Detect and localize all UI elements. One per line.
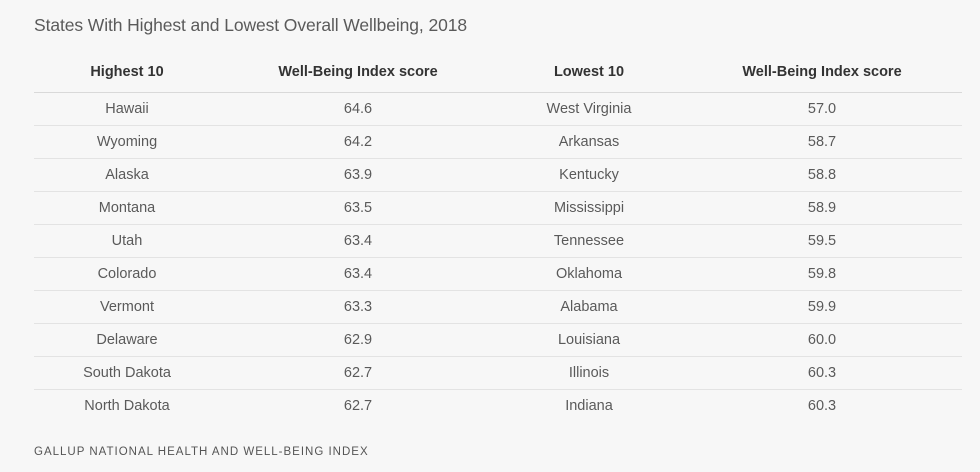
- score-cell: 63.3: [220, 290, 496, 324]
- column-header: Lowest 10: [496, 52, 682, 93]
- table-row: Wyoming 64.2 Arkansas 58.7: [34, 125, 962, 159]
- table-row: Colorado 63.4 Oklahoma 59.8: [34, 257, 962, 291]
- score-cell: 62.9: [220, 323, 496, 357]
- score-cell: 63.5: [220, 191, 496, 225]
- state-cell: Indiana: [565, 398, 613, 414]
- state-cell: Arkansas: [496, 125, 682, 159]
- state-cell: South Dakota: [34, 356, 220, 390]
- table-row: Utah 63.4 Tennessee 59.5: [34, 224, 962, 258]
- table-row: Alaska 63.9 Kentucky 58.8: [34, 158, 962, 192]
- state-cell: Alaska: [34, 158, 220, 192]
- score-cell: 60.0: [682, 323, 962, 357]
- table-row: Delaware 62.9 Louisiana 60.0: [34, 323, 962, 357]
- state-cell: North Dakota: [84, 398, 170, 414]
- state-cell: Montana: [34, 191, 220, 225]
- column-header: Well-Being Index score: [682, 52, 962, 93]
- chart-title: States With Highest and Lowest Overall W…: [34, 15, 467, 35]
- table-row: South Dakota 62.7 Illinois 60.3: [34, 356, 962, 390]
- score-cell: 60.3: [682, 356, 962, 390]
- score-cell: 62.7: [343, 398, 373, 414]
- score-cell: 58.8: [682, 158, 962, 192]
- table-body: Hawaii 64.6 West Virginia 57.0 Wyoming 64.2 Ar…: [34, 92, 962, 423]
- state-cell: Oklahoma: [496, 257, 682, 291]
- state-cell: Mississippi: [496, 191, 682, 225]
- state-cell: Louisiana: [496, 323, 682, 357]
- score-cell: 63.9: [220, 158, 496, 192]
- state-cell: Tennessee: [496, 224, 682, 258]
- column-header: Highest 10: [34, 52, 220, 93]
- state-cell: Utah: [34, 224, 220, 258]
- state-cell: Vermont: [34, 290, 220, 324]
- state-cell: Colorado: [34, 257, 220, 291]
- state-cell: Kentucky: [496, 158, 682, 192]
- state-cell: Wyoming: [34, 125, 220, 159]
- state-cell: Delaware: [34, 323, 220, 357]
- table-header-row: Highest 10 Well-Being Index score Lowest…: [34, 52, 962, 93]
- wellbeing-table: Highest 10 Well-Being Index score Lowest…: [34, 52, 962, 422]
- table-row: North Dakota 62.7 Indiana 60.3: [34, 390, 962, 423]
- state-cell: Illinois: [496, 356, 682, 390]
- score-cell: 63.4: [220, 257, 496, 291]
- score-cell: 63.4: [220, 224, 496, 258]
- score-cell: 59.5: [682, 224, 962, 258]
- state-cell: West Virginia: [496, 92, 682, 126]
- score-cell: 60.3: [807, 398, 837, 414]
- score-cell: 64.2: [220, 125, 496, 159]
- score-cell: 64.6: [220, 92, 496, 126]
- state-cell: Alabama: [496, 290, 682, 324]
- score-cell: 59.9: [682, 290, 962, 324]
- score-cell: 57.0: [682, 92, 962, 126]
- score-cell: 62.7: [220, 356, 496, 390]
- state-cell: Hawaii: [34, 92, 220, 126]
- column-header: Well-Being Index score: [220, 52, 496, 93]
- score-cell: 58.7: [682, 125, 962, 159]
- table-row: Hawaii 64.6 West Virginia 57.0: [34, 92, 962, 126]
- score-cell: 59.8: [682, 257, 962, 291]
- table-row: Montana 63.5 Mississippi 58.9: [34, 191, 962, 225]
- score-cell: 58.9: [682, 191, 962, 225]
- source-note: GALLUP NATIONAL HEALTH AND WELL-BEING IN…: [34, 446, 369, 458]
- table-row: Vermont 63.3 Alabama 59.9: [34, 290, 962, 324]
